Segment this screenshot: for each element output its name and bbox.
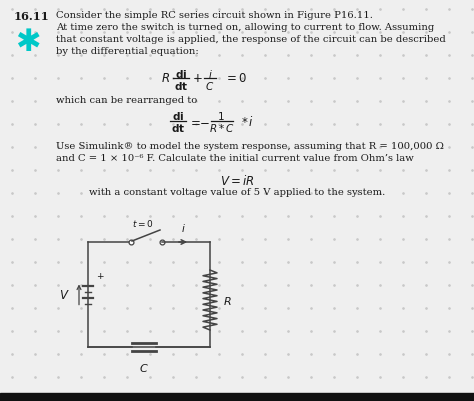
Text: $V$: $V$ xyxy=(59,288,70,301)
Text: $*\, i$: $*\, i$ xyxy=(241,115,254,129)
Text: $R$: $R$ xyxy=(223,294,232,306)
Text: with a constant voltage value of 5 V applied to the system.: with a constant voltage value of 5 V app… xyxy=(89,188,385,196)
Text: and C = 1 × 10⁻⁶ F. Calculate the initial current value from Ohm’s law: and C = 1 × 10⁻⁶ F. Calculate the initia… xyxy=(56,154,414,162)
Text: $1$: $1$ xyxy=(217,110,225,122)
Text: $+$: $+$ xyxy=(191,72,202,85)
Text: $C$: $C$ xyxy=(139,361,149,373)
Text: Use Simulink® to model the system response, assuming that R = 100,000 Ω: Use Simulink® to model the system respon… xyxy=(56,142,444,151)
Text: $C$: $C$ xyxy=(205,79,215,91)
Text: $i$: $i$ xyxy=(181,221,185,233)
Text: ✱: ✱ xyxy=(15,28,41,57)
Text: $\mathbf{di}$: $\mathbf{di}$ xyxy=(175,67,187,79)
Text: $\mathbf{di}$: $\mathbf{di}$ xyxy=(172,110,184,122)
Text: $+$: $+$ xyxy=(96,271,105,281)
Text: At time zero the switch is turned on, allowing to current to flow. Assuming: At time zero the switch is turned on, al… xyxy=(56,23,434,32)
Text: $\mathbf{dt}$: $\mathbf{dt}$ xyxy=(174,79,188,91)
Text: $R$: $R$ xyxy=(161,72,170,85)
Text: 16.11: 16.11 xyxy=(14,11,50,22)
Text: $-$: $-$ xyxy=(199,115,210,128)
Text: which can be rearranged to: which can be rearranged to xyxy=(56,96,197,105)
Text: $=$: $=$ xyxy=(188,115,201,128)
Text: $R*C$: $R*C$ xyxy=(209,122,235,134)
Text: that constant voltage is applied, the response of the circuit can be described: that constant voltage is applied, the re… xyxy=(56,35,446,44)
Bar xyxy=(0,393,474,401)
Text: $t=0$: $t=0$ xyxy=(132,217,154,229)
Text: Consider the simple RC series circuit shown in Figure P16.11.: Consider the simple RC series circuit sh… xyxy=(56,11,373,20)
Text: $V = iR$: $V = iR$ xyxy=(219,174,255,188)
Text: $i$: $i$ xyxy=(208,67,212,79)
Text: $\mathbf{dt}$: $\mathbf{dt}$ xyxy=(171,122,185,134)
Text: $= 0$: $= 0$ xyxy=(224,72,247,85)
Text: by the differential equation:: by the differential equation: xyxy=(56,47,199,56)
